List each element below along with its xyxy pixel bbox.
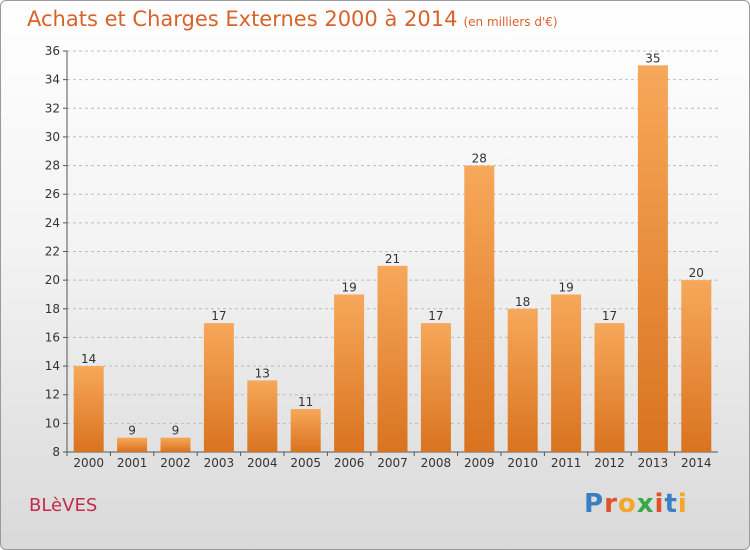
chart-title-text: Achats et Charges Externes 2000 à 2014 <box>27 7 458 31</box>
x-tick-label-2013: 2013 <box>638 456 669 470</box>
y-tick-label: 34 <box>45 73 60 87</box>
labels: 8 10 12 14 16 18 20 22 24 26 28 30 32 34 36 14 2000 9 2001… <box>45 44 712 470</box>
logo-letter: i <box>677 489 688 519</box>
y-tick-label: 8 <box>52 445 60 459</box>
x-tick-label-2010: 2010 <box>507 456 538 470</box>
y-tick-label: 36 <box>45 44 60 58</box>
y-tick-label: 20 <box>45 273 60 287</box>
data-label-2000: 14 <box>81 352 96 366</box>
bar-2013[interactable] <box>637 65 668 453</box>
x-tick-label-2012: 2012 <box>594 456 625 470</box>
bar-2005[interactable] <box>290 409 321 452</box>
bar-2012[interactable] <box>594 323 625 452</box>
x-tick-label-2003: 2003 <box>204 456 235 470</box>
x-tick-label-2006: 2006 <box>334 456 365 470</box>
y-tick-label: 32 <box>45 101 60 115</box>
x-tick-label-2000: 2000 <box>73 456 104 470</box>
x-tick-label-2011: 2011 <box>551 456 582 470</box>
x-tick-label-2008: 2008 <box>421 456 452 470</box>
data-label-2014: 20 <box>689 266 704 280</box>
bar-2010[interactable] <box>507 308 538 452</box>
data-label-2007: 21 <box>385 252 400 266</box>
x-tick-label-2005: 2005 <box>290 456 321 470</box>
x-tick-label-2009: 2009 <box>464 456 495 470</box>
x-tick-label-2007: 2007 <box>377 456 408 470</box>
x-tick-label-2014: 2014 <box>681 456 712 470</box>
logo-letter: x <box>636 489 655 519</box>
chart-title: Achats et Charges Externes 2000 à 2014 (e… <box>27 7 558 31</box>
bar-2009[interactable] <box>464 165 495 453</box>
bar-2006[interactable] <box>334 294 365 452</box>
place-name: BLèVES <box>29 495 98 516</box>
proxiti-logo[interactable]: Proxiti <box>584 489 688 519</box>
y-tick-label: 10 <box>45 416 60 430</box>
logo-letter: o <box>617 489 637 519</box>
logo-letter: t <box>664 489 678 519</box>
bar-2011[interactable] <box>551 294 582 452</box>
data-label-2004: 13 <box>255 366 270 380</box>
bar-2001[interactable] <box>117 437 148 452</box>
logo-letter: r <box>604 489 618 519</box>
x-tick-label-2002: 2002 <box>160 456 191 470</box>
data-label-2010: 18 <box>515 295 530 309</box>
logo-letter: P <box>584 489 605 519</box>
bar-2004[interactable] <box>247 380 278 452</box>
data-label-2008: 17 <box>428 309 443 323</box>
data-label-2012: 17 <box>602 309 617 323</box>
data-label-2013: 35 <box>645 51 660 65</box>
data-label-2011: 19 <box>558 280 573 294</box>
y-tick-label: 16 <box>45 330 60 344</box>
y-tick-label: 18 <box>45 302 60 316</box>
data-label-2003: 17 <box>211 309 226 323</box>
y-tick-label: 12 <box>45 388 60 402</box>
data-label-2002: 9 <box>172 424 180 438</box>
bar-2002[interactable] <box>160 437 191 452</box>
bar-2000[interactable] <box>73 366 104 452</box>
bar-2007[interactable] <box>377 265 408 452</box>
y-tick-label: 26 <box>45 187 60 201</box>
bar-2008[interactable] <box>420 323 451 452</box>
y-tick-label: 28 <box>45 159 60 173</box>
x-tick-label-2001: 2001 <box>117 456 148 470</box>
x-tick-label-2004: 2004 <box>247 456 278 470</box>
bar-2014[interactable] <box>681 280 712 452</box>
data-label-2009: 28 <box>472 152 487 166</box>
y-tick-label: 14 <box>45 359 60 373</box>
y-tick-label: 24 <box>45 216 60 230</box>
y-tick-label: 22 <box>45 245 60 259</box>
bar-2003[interactable] <box>203 323 234 452</box>
logo-letter: i <box>654 489 665 519</box>
data-label-2006: 19 <box>341 280 356 294</box>
chart-unit: (en milliers d'€) <box>463 15 558 29</box>
data-label-2001: 9 <box>128 424 136 438</box>
data-label-2005: 11 <box>298 395 313 409</box>
bars <box>73 65 712 453</box>
y-tick-label: 30 <box>45 130 60 144</box>
